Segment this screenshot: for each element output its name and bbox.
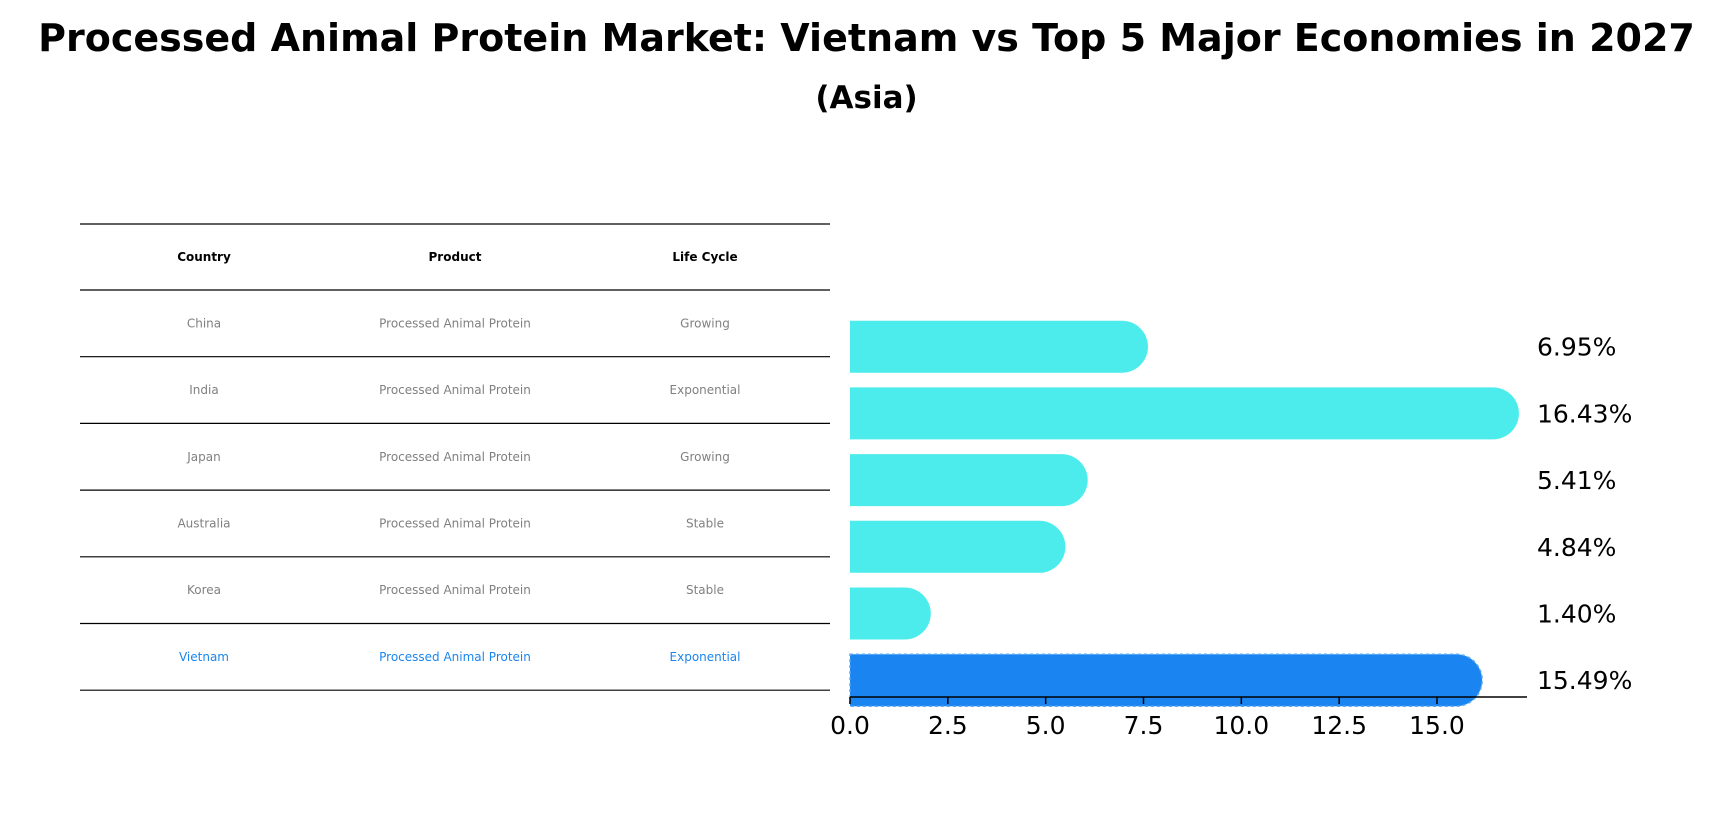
- value-label: 6.95%: [1537, 333, 1616, 362]
- table-header-cell: Country: [177, 250, 231, 264]
- x-axis: 0.0 2.5 5.0 7.5 10.0 12.5 15.0: [830, 696, 1527, 740]
- value-label: 4.84%: [1537, 533, 1616, 562]
- table-cell-product: Processed Animal Protein: [379, 583, 531, 597]
- table-cell-life-cycle: Exponential: [670, 650, 741, 664]
- table-cell-country: Australia: [177, 516, 230, 530]
- value-label: 5.41%: [1537, 466, 1616, 495]
- chart-title: Processed Animal Protein Market: Vietnam…: [38, 16, 1695, 60]
- table-cell-life-cycle: Stable: [686, 516, 724, 530]
- x-tick-label: 5.0: [1026, 711, 1066, 740]
- x-tick-label: 2.5: [928, 711, 968, 740]
- table-cell-country: Vietnam: [179, 650, 229, 664]
- value-label: 15.49%: [1537, 666, 1632, 695]
- table-cell-life-cycle: Growing: [680, 316, 730, 330]
- table-cell-life-cycle: Stable: [686, 583, 724, 597]
- table-header-cell: Product: [429, 250, 482, 264]
- table-cell-life-cycle: Exponential: [670, 383, 741, 397]
- table-cell-product: Processed Animal Protein: [379, 516, 531, 530]
- bar-australia: [850, 520, 1066, 573]
- table-cell-country: India: [189, 383, 218, 397]
- bar-india: [850, 387, 1519, 440]
- x-tick-label: 7.5: [1124, 711, 1164, 740]
- x-tick-label: 15.0: [1409, 711, 1465, 740]
- bar-china: [850, 320, 1148, 373]
- bar-korea: [850, 587, 931, 640]
- chart-subtitle: (Asia): [815, 80, 918, 116]
- x-tick-label: 0.0: [830, 711, 870, 740]
- table-cell-product: Processed Animal Protein: [379, 650, 531, 664]
- table-header-cell: Life Cycle: [672, 250, 737, 264]
- bar-chart: [849, 320, 1519, 707]
- value-labels: 6.95% 16.43% 5.41% 4.84% 1.40% 15.49%: [1537, 333, 1632, 696]
- table-cell-product: Processed Animal Protein: [379, 316, 531, 330]
- table-cell-country: Korea: [187, 583, 221, 597]
- data-table: Country Product Life Cycle China Processed A…: [80, 223, 830, 691]
- table-cell-product: Processed Animal Protein: [379, 383, 531, 397]
- bar-vietnam: [849, 653, 1483, 707]
- value-label: 16.43%: [1537, 399, 1632, 428]
- table-cell-life-cycle: Growing: [680, 450, 730, 464]
- bar-japan: [850, 454, 1088, 507]
- x-tick-label: 12.5: [1311, 711, 1367, 740]
- x-tick-label: 10.0: [1213, 711, 1269, 740]
- table-cell-country: Japan: [186, 450, 220, 464]
- value-label: 1.40%: [1537, 600, 1616, 629]
- table-cell-product: Processed Animal Protein: [379, 450, 531, 464]
- table-cell-country: China: [187, 316, 221, 330]
